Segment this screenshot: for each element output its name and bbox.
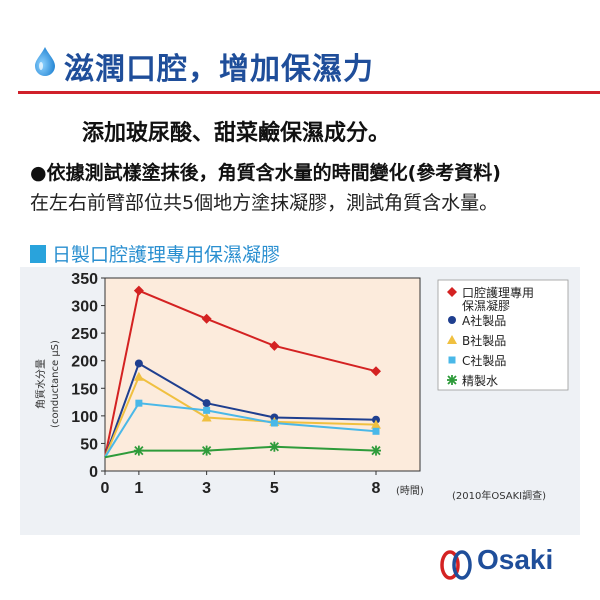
page-title: 滋潤口腔，增加保濕力 bbox=[64, 52, 374, 87]
data-point bbox=[134, 359, 143, 368]
y-tick-label: 100 bbox=[71, 409, 98, 426]
y-tick-label: 150 bbox=[71, 381, 98, 398]
series-markers bbox=[133, 285, 381, 456]
data-point bbox=[269, 340, 280, 351]
asterisk-stroke bbox=[447, 375, 457, 385]
x-tick-label: 5 bbox=[270, 480, 279, 497]
data-point bbox=[372, 427, 380, 435]
legend-box bbox=[437, 279, 569, 391]
y-tick-label: 50 bbox=[80, 436, 98, 453]
y-tick-label: 350 bbox=[71, 271, 98, 288]
osaki-logo-icon bbox=[440, 550, 472, 580]
x-tick-label: 1 bbox=[134, 480, 143, 497]
x-tick-label: 8 bbox=[372, 480, 381, 497]
test-description-text: 在左右前臂部位共5個地方塗抹凝膠，測試角質含水量。 bbox=[30, 192, 499, 214]
section-title: 日製口腔護理專用保濕凝膠 bbox=[30, 240, 280, 267]
data-point bbox=[269, 441, 280, 452]
data-point bbox=[371, 366, 381, 377]
legend-label: 口腔護理專用 bbox=[462, 285, 534, 300]
data-point bbox=[202, 399, 211, 408]
legend-label: 精製水 bbox=[462, 374, 498, 388]
asterisk-stroke bbox=[371, 445, 381, 456]
data-point bbox=[371, 445, 381, 456]
x-tick-label: 3 bbox=[202, 480, 211, 497]
y-axis-label-line2: (conductance μS) bbox=[50, 340, 61, 428]
data-point bbox=[201, 445, 212, 456]
y-axis-label-line1: 角質水分量 bbox=[34, 359, 47, 409]
y-axis: 0 50 100 150 200 250 300 350 bbox=[71, 271, 105, 481]
legend-label: C社製品 bbox=[462, 353, 506, 368]
asterisk-stroke bbox=[269, 442, 280, 452]
legend-marker-1 bbox=[448, 316, 456, 324]
section-marker-icon bbox=[30, 245, 46, 263]
legend-marker-3 bbox=[448, 356, 456, 364]
asterisk-stroke bbox=[201, 445, 212, 456]
brand-logo-text: Osaki bbox=[477, 544, 554, 575]
data-point bbox=[270, 419, 278, 427]
y-tick-label: 300 bbox=[71, 299, 98, 316]
test-description-heading: ●依據測試樣塗抹後，角質含水量的時間變化(參考資料) bbox=[30, 162, 501, 184]
legend-marker-4 bbox=[447, 375, 457, 385]
x-axis-unit: (時間) bbox=[396, 485, 424, 497]
asterisk-stroke bbox=[134, 445, 144, 456]
title-divider bbox=[18, 91, 600, 94]
y-tick-label: 250 bbox=[71, 326, 98, 343]
data-point bbox=[133, 285, 144, 296]
legend-marker-0 bbox=[447, 287, 457, 297]
data-point bbox=[201, 412, 212, 422]
subtitle: 添加玻尿酸、甜菜鹼保濕成分。 bbox=[82, 121, 391, 146]
water-drop-icon bbox=[35, 47, 55, 76]
section-title-text: 日製口腔護理專用保濕凝膠 bbox=[52, 244, 281, 266]
legend-label: 保濕凝膠 bbox=[462, 298, 510, 313]
y-tick-label: 200 bbox=[71, 354, 98, 371]
source-note: (2010年OSAKI調查) bbox=[452, 489, 546, 502]
data-point bbox=[135, 399, 143, 407]
legend-marker-2 bbox=[447, 335, 457, 344]
x-tick-label: 0 bbox=[101, 480, 110, 497]
data-point bbox=[371, 419, 381, 429]
data-point bbox=[133, 371, 144, 381]
x-axis: 0 1 3 5 8 bbox=[101, 471, 381, 497]
data-point bbox=[133, 445, 144, 456]
header: 滋潤口腔，增加保濕力 bbox=[0, 0, 600, 92]
legend-label: B社製品 bbox=[462, 333, 506, 348]
plot-area bbox=[104, 277, 421, 472]
legend-label: A社製品 bbox=[462, 313, 506, 328]
y-tick-label: 0 bbox=[89, 464, 98, 481]
data-point bbox=[203, 406, 211, 414]
data-point bbox=[201, 313, 212, 324]
